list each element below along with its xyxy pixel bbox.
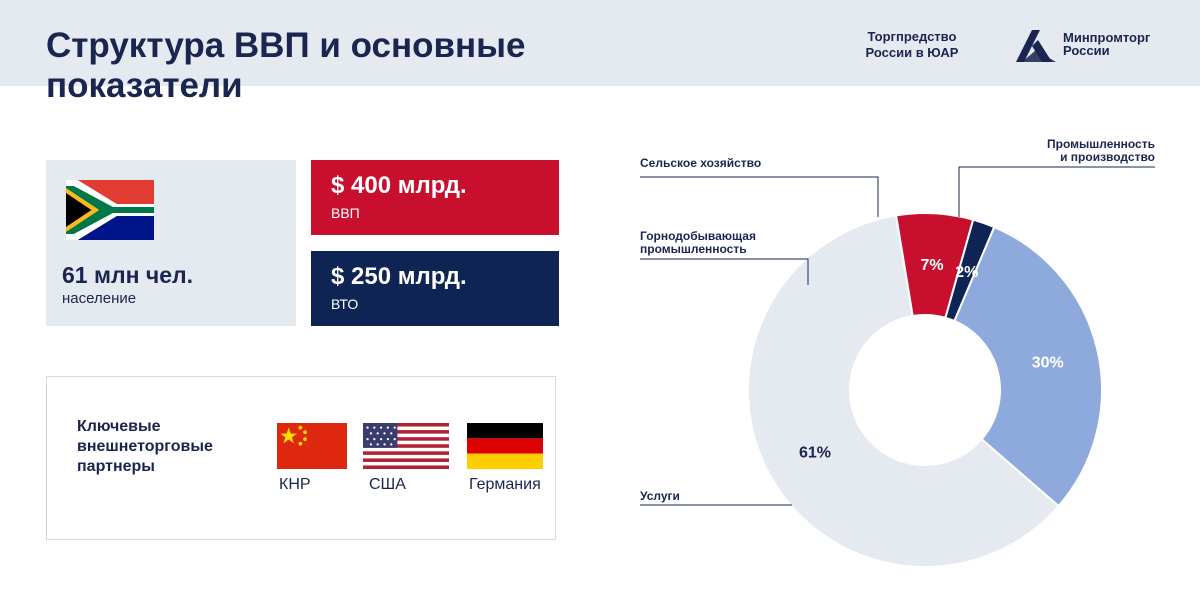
population-caption: население: [62, 290, 137, 307]
donut-slice-3: [944, 218, 996, 323]
donut-slices: [747, 212, 1103, 568]
wto-card: $ 250 млрд. ВТО: [311, 251, 559, 326]
callout-line-industry: [958, 166, 1155, 217]
donut-pct-label-1: 61%: [799, 444, 831, 461]
callout-industry-line-2: и производство: [1060, 150, 1155, 164]
callout-line-agriculture: [640, 176, 879, 217]
south-africa-flag-icon: [66, 180, 154, 240]
partner-label-usa: США: [369, 476, 406, 493]
page-title-line-1: Структура ВВП и основные: [46, 26, 526, 65]
donut-slice-1: [747, 214, 1060, 568]
gdp-caption: ВВП: [331, 205, 360, 221]
callout-mining-line-2: промышленность: [640, 242, 747, 256]
ministry-name: Минпромторг России: [1063, 31, 1150, 57]
gdp-value: $ 400 млрд.: [331, 172, 467, 199]
donut-pct-label-2: 7%: [920, 257, 943, 274]
population-card: 61 млн чел. население: [46, 160, 296, 326]
partners-title: Ключевые внешнеторговые партнеры: [77, 418, 213, 475]
donut-percent-labels: 30% 61% 7% 2%: [799, 257, 1064, 461]
page-title-line-2: показатели: [46, 66, 243, 105]
wto-value: $ 250 млрд.: [331, 263, 467, 290]
gdp-card: $ 400 млрд. ВВП: [311, 160, 559, 235]
donut-pct-label-3: 2%: [955, 264, 978, 281]
callout-agriculture: Сельское хозяйство: [640, 156, 761, 170]
page-title: Структура ВВП и основные показатели: [46, 26, 666, 106]
trade-office-label: Торгпредство России в ЮАР: [842, 29, 982, 61]
partner-label-germany: Германия: [469, 476, 541, 493]
wto-caption: ВТО: [331, 296, 359, 312]
trade-office-line-2: России в ЮАР: [865, 45, 959, 60]
ministry-name-line-1: Минпромторг: [1063, 30, 1151, 45]
callout-services: Услуги: [640, 489, 680, 503]
partner-label-china: КНР: [279, 476, 311, 493]
callout-mining-line-1: Горнодобывающая: [640, 229, 756, 243]
donut-slice-0: [952, 225, 1103, 508]
china-flag-icon: [277, 423, 347, 469]
ministry-name-line-2: России: [1063, 43, 1110, 58]
usa-flag-icon: [363, 423, 449, 469]
trade-office-line-1: Торгпредство: [867, 29, 957, 44]
callout-industry-line-1: Промышленность: [1047, 137, 1155, 151]
partners-card: Ключевые внешнеторговые партнеры КНР США…: [46, 376, 556, 540]
callout-line-mining: [640, 258, 809, 285]
header-band: [0, 0, 1200, 86]
chart-callouts: Сельское хозяйство Промышленность и прои…: [640, 137, 1155, 506]
germany-flag-icon: [467, 423, 543, 469]
gdp-structure-donut-chart: 30% 61% 7% 2% Сельское хозяйство Промышленн…: [640, 137, 1155, 568]
population-value: 61 млн чел.: [62, 262, 194, 288]
donut-pct-label-0: 30%: [1032, 355, 1064, 372]
ministry-logo-icon: [1016, 30, 1056, 62]
